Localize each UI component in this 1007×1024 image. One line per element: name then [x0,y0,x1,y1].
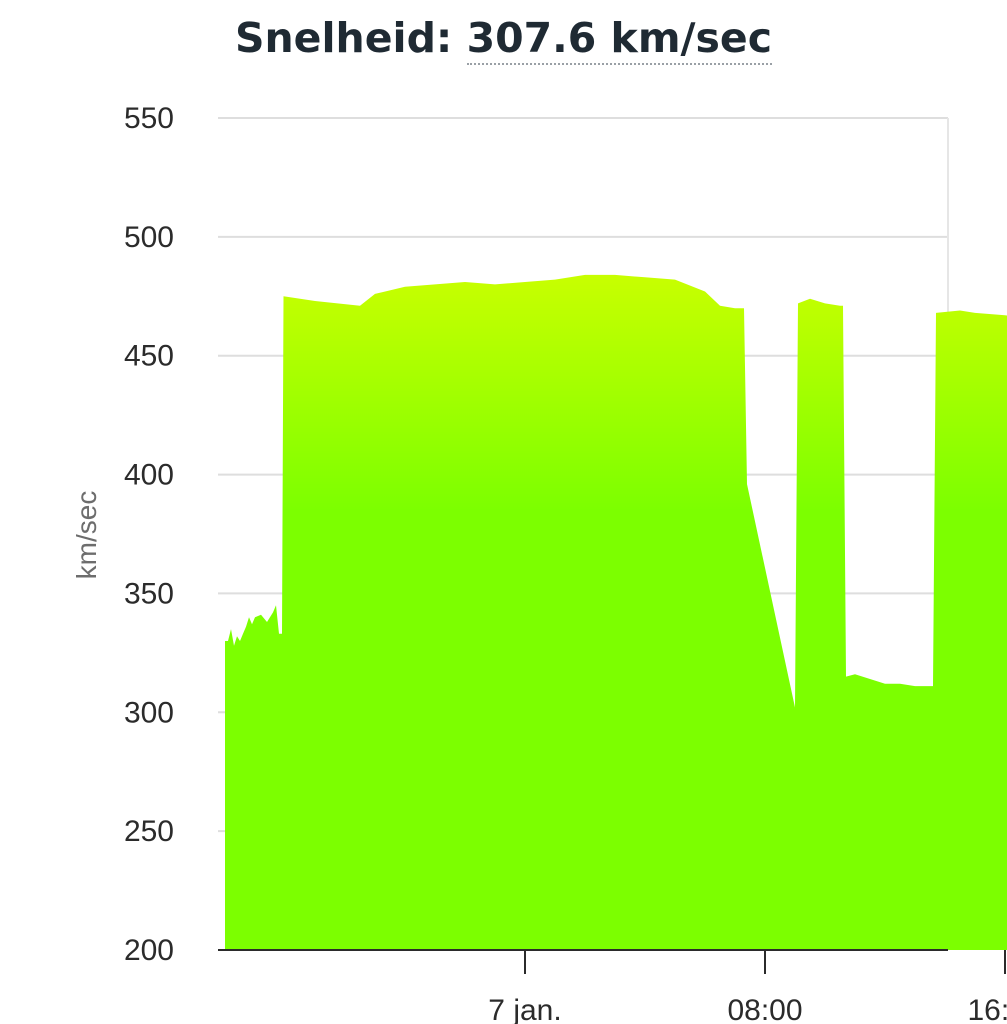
chart-title: Snelheid: 307.6 km/sec [0,14,1007,65]
y-tick-label-250: 250 [124,815,174,848]
y-tick-label-400: 400 [124,459,174,492]
y-tick-label-450: 450 [124,340,174,373]
y-tick-label-500: 500 [124,221,174,254]
chart-title-value[interactable]: 307.6 km/sec [466,14,773,65]
axes: 200 250 300 350 400 450 500 550 7 jan. 08:00 16:00 [124,102,1007,1024]
x-tick-label-0: 7 jan. [488,994,561,1024]
x-tick-label-1: 08:00 [727,994,802,1024]
series-area-0 [225,274,1007,950]
y-axis-title: km/sec [71,491,102,580]
x-tick-label-2: 16:00 [967,994,1007,1024]
y-tick-label-350: 350 [124,577,174,610]
series-area-group [225,274,1007,950]
y-tick-label-550: 550 [124,102,174,135]
chart-title-label: Snelheid: [234,14,453,62]
y-tick-label-300: 300 [124,696,174,729]
y-tick-label-200: 200 [124,934,174,967]
